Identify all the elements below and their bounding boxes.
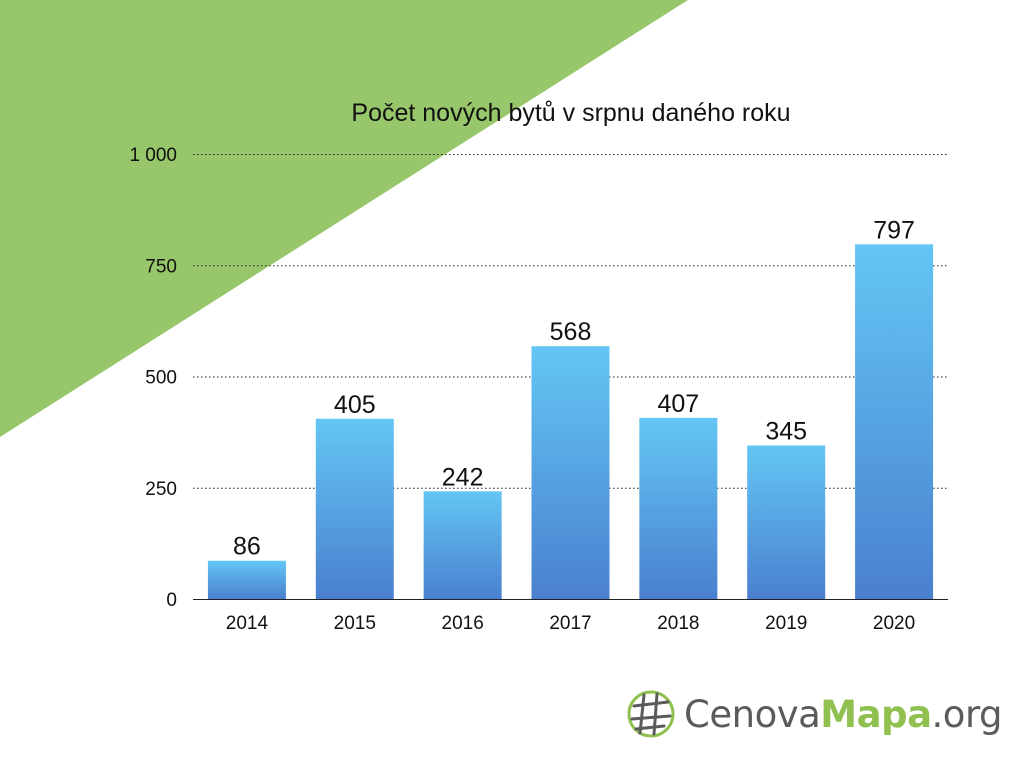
x-tick-label: 2019 (765, 613, 807, 634)
bar-2016 (423, 491, 502, 599)
logo-text-cenova: Cenova (684, 692, 821, 736)
bar-value-label: 242 (442, 463, 484, 491)
bar-2020 (855, 244, 934, 599)
x-tick-label: 2014 (226, 613, 269, 634)
bar-2018 (639, 417, 718, 599)
bars (207, 244, 934, 599)
chart-title: Počet nových bytů v srpnu daného roku (351, 99, 790, 127)
bar-value-label: 568 (550, 318, 592, 346)
x-tick-label: 2015 (334, 613, 376, 634)
globe-icon (627, 690, 675, 738)
bar-value-label: 407 (657, 390, 699, 418)
y-tick-label: 0 (166, 590, 177, 611)
x-tick-label: 2016 (442, 613, 484, 634)
x-tick-label: 2017 (549, 613, 591, 634)
bar-value-label: 405 (334, 391, 376, 419)
bar-2014 (207, 560, 286, 599)
bar-value-label: 86 (233, 533, 261, 561)
bar-2019 (747, 445, 826, 599)
bar-2017 (531, 346, 610, 599)
y-tick-label: 750 (145, 256, 177, 277)
logo-text-org: .org (931, 692, 1003, 736)
x-axis-ticks: 2014 2015 2016 2017 2018 2019 2020 (226, 613, 915, 634)
y-tick-label: 250 (145, 479, 177, 500)
cenovamapa-logo: CenovaMapa.org (626, 684, 1003, 744)
bar-2015 (315, 418, 394, 599)
logo-text-mapa: Mapa (820, 692, 932, 736)
y-tick-label: 500 (145, 368, 177, 389)
x-tick-label: 2020 (873, 613, 915, 634)
x-tick-label: 2018 (657, 613, 699, 634)
data-labels: 86 405 242 568 407 345 797 (233, 216, 915, 560)
bar-value-label: 797 (873, 216, 915, 244)
bar-value-label: 345 (765, 417, 807, 445)
y-axis-ticks: 0 250 500 750 1 000 (129, 145, 177, 611)
y-tick-label: 1 000 (129, 145, 177, 166)
